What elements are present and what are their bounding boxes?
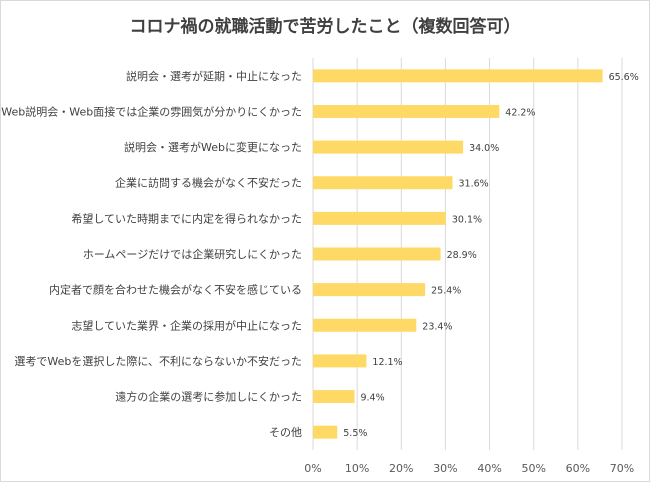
bar [313,390,355,404]
bar [313,354,367,368]
category-label: 希望していた時期までに内定を得られなかった [71,211,302,225]
x-tick-label: 0% [304,462,321,475]
x-tick-label: 30% [433,462,457,475]
x-tick-label: 10% [345,462,369,475]
data-label: 30.1% [452,214,482,225]
data-label: 65.6% [609,72,639,83]
category-label: 内定者で顔を合わせた機会がなく不安を感じている [49,283,302,297]
x-tick-label: 40% [477,462,501,475]
bar [313,104,500,118]
category-label: 説明会・選考が延期・中止になった [126,69,302,83]
x-tick-label: 20% [389,462,413,475]
category-label: 遠方の企業の選考に参加しにくかった [115,390,302,404]
x-tick-label: 70% [610,462,634,475]
x-tick-label: 50% [521,462,545,475]
data-label: 34.0% [469,143,499,154]
data-label: 12.1% [372,357,402,368]
bar [313,247,441,261]
data-label: 5.5% [343,428,367,439]
category-label: ホームページだけでは企業研究しにくかった [83,247,302,261]
data-label: 23.4% [422,321,452,332]
bar [313,318,417,332]
category-label: 企業に訪問する機会がなく不安だった [115,176,302,190]
category-label: 選考でWebを選択した際に、不利にならないか不安だった [14,354,302,368]
data-label: 28.9% [447,250,477,261]
bar [313,69,603,83]
category-label: Web説明会・Web面接では企業の雰囲気が分かりにくかった [1,104,302,118]
category-label: その他 [269,426,302,439]
bar [313,425,338,439]
data-label: 42.2% [505,107,535,118]
data-label: 31.6% [458,179,488,190]
bar [313,211,446,225]
bar [313,140,464,154]
data-label: 9.4% [360,393,384,404]
x-tick-label: 60% [566,462,590,475]
data-label: 25.4% [431,286,461,297]
bar [313,176,453,190]
chart-title: コロナ禍の就職活動で苦労したこと（複数回答可） [129,17,521,37]
category-label: 志望していた業界・企業の採用が中止になった [71,318,302,332]
bar [313,283,426,297]
category-label: 説明会・選考がWebに変更になった [124,140,302,154]
